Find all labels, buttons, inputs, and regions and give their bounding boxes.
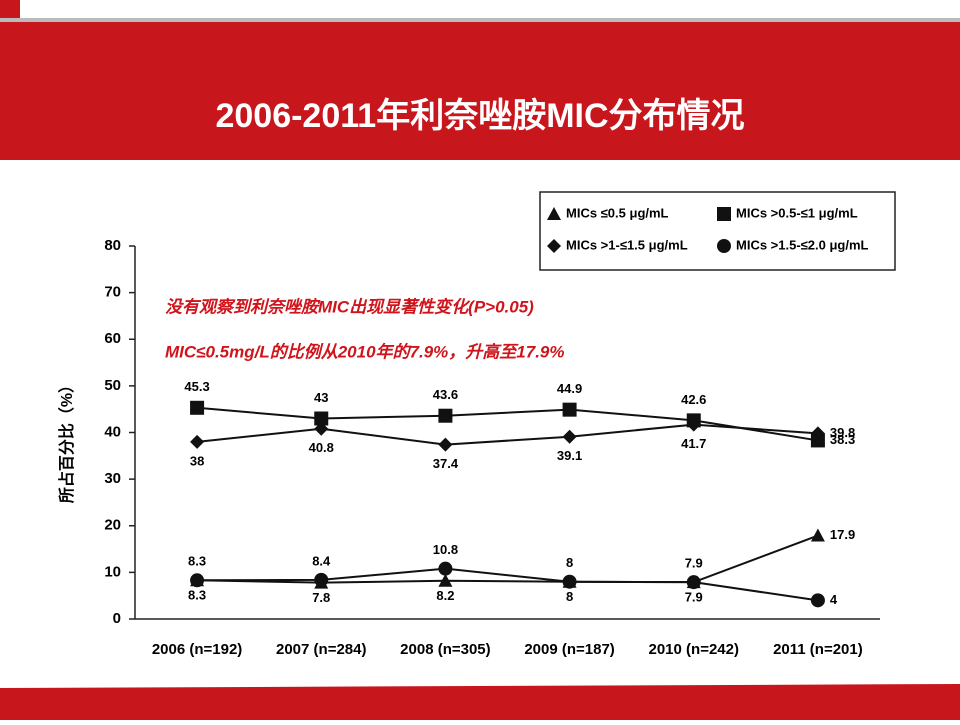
legend-marker: [717, 239, 731, 253]
legend-marker: [547, 207, 561, 220]
data-point: [810, 528, 825, 542]
legend-box: [539, 191, 896, 271]
data-point: [810, 593, 825, 608]
data-label: 37.4: [433, 456, 459, 471]
data-point: [562, 429, 577, 444]
data-label: 45.3: [184, 379, 209, 394]
data-label: 8.3: [188, 554, 206, 569]
y-tick-label: 70: [104, 284, 121, 301]
y-tick-label: 40: [104, 423, 121, 440]
data-label: 39.1: [557, 448, 582, 463]
x-tick-label: 2006 (n=192): [152, 641, 242, 658]
data-label: 8: [566, 555, 573, 570]
data-point: [438, 408, 453, 423]
data-point: [810, 426, 825, 441]
data-label: 41.7: [681, 436, 706, 451]
title-band: [0, 22, 960, 160]
y-axis-label: 所占百分比（%）: [57, 377, 76, 503]
legend-marker: [717, 207, 731, 221]
data-label: 8.3: [188, 588, 206, 603]
data-point: [438, 561, 453, 576]
legend-marker: [547, 239, 561, 253]
data-label: 7.8: [312, 590, 330, 605]
y-tick-label: 60: [104, 330, 121, 347]
data-point: [314, 411, 329, 426]
annotation: 没有观察到利奈唑胺MIC出现显著性变化(P>0.05): [165, 297, 534, 316]
x-tick-label: 2010 (n=242): [649, 641, 739, 658]
data-label: 39.8: [830, 425, 855, 440]
series-line: [196, 406, 819, 442]
y-tick-label: 0: [113, 610, 121, 627]
series-line: [196, 423, 818, 446]
x-tick-label: 2009 (n=187): [524, 641, 614, 658]
legend-label: MICs >1-≤1.5 μg/mL: [566, 237, 688, 252]
top-rule: [0, 18, 960, 22]
data-point: [190, 434, 205, 449]
data-label: 40.8: [309, 440, 334, 455]
y-tick-label: 50: [104, 377, 121, 394]
data-point: [190, 573, 205, 588]
data-label: 44.9: [557, 381, 582, 396]
data-label: 38: [190, 453, 204, 468]
data-point: [562, 402, 577, 417]
y-tick-label: 30: [104, 470, 121, 487]
data-label: 17.9: [830, 527, 855, 542]
data-label: 10.8: [433, 542, 458, 557]
y-tick-label: 10: [104, 563, 121, 580]
series-line: [197, 567, 819, 602]
data-point: [314, 421, 329, 436]
data-point: [686, 417, 701, 432]
data-point: [190, 400, 205, 415]
data-point: [438, 437, 453, 452]
data-point: [314, 572, 329, 587]
annotation: MIC≤0.5mg/L的比例从2010年的7.9%，升高至17.9%: [165, 342, 565, 361]
data-point: [686, 575, 701, 590]
data-label: 8.4: [312, 553, 331, 568]
data-label: 8.2: [436, 588, 454, 603]
series-line: [197, 534, 819, 584]
legend-label: MICs >1.5-≤2.0 μg/mL: [736, 237, 869, 252]
bottom-band: [0, 684, 960, 720]
data-label: 43: [314, 390, 328, 405]
legend-label: MICs ≤0.5 μg/mL: [566, 205, 669, 220]
legend-label: MICs >0.5-≤1 μg/mL: [736, 205, 858, 220]
data-point: [438, 573, 453, 587]
data-label: 42.6: [681, 392, 706, 407]
data-label: 7.9: [685, 556, 703, 571]
data-label: 4: [830, 592, 838, 607]
corner-mark: [0, 0, 20, 18]
y-tick-label: 80: [104, 237, 121, 254]
data-label: 43.6: [433, 387, 458, 402]
y-tick-label: 20: [104, 517, 121, 534]
data-label: 8: [566, 589, 573, 604]
data-point: [562, 574, 577, 589]
data-label: 38.3: [830, 432, 855, 447]
x-tick-label: 2011 (n=201): [773, 641, 863, 658]
data-label: 7.9: [685, 590, 703, 605]
x-tick-label: 2008 (n=305): [400, 641, 490, 658]
x-tick-label: 2007 (n=284): [276, 641, 366, 658]
slide-title: 2006-2011年利奈唑胺MIC分布情况: [215, 97, 744, 135]
